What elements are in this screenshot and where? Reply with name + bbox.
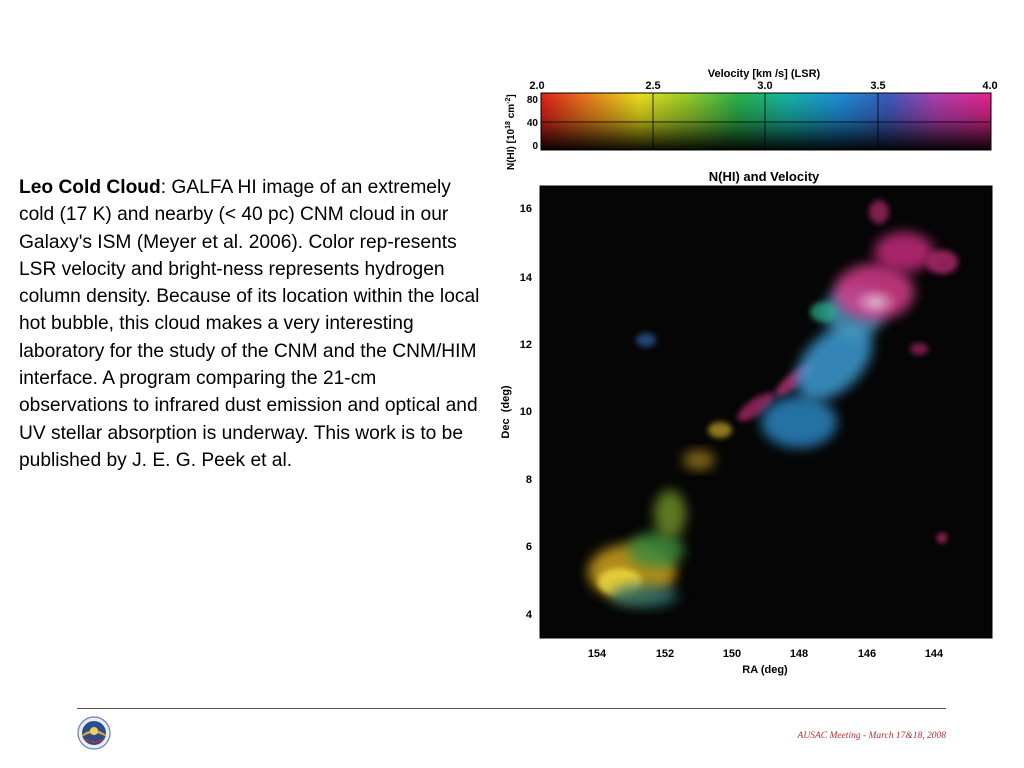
map-y-tick: 10 [520,406,532,418]
colorbar-y-ticks: 80 40 0 [527,95,539,152]
footer-divider [77,708,946,709]
colorbar-y-label-close: ] [506,94,517,97]
map-x-ticks: 154 152 150 148 146 144 [588,648,944,660]
footer-text: AUSAC Meeting - March 17&18, 2008 [797,731,946,741]
colorbar-x-ticks: 2.0 2.5 3.0 3.5 4.0 [529,80,997,92]
colorbar [540,92,992,151]
colorbar-x-tick: 3.0 [757,80,772,92]
map-frame [539,185,993,639]
colorbar-y-label-exp: 18 [505,121,512,129]
colorbar-y-tick: 40 [527,118,539,129]
map-x-tick: 150 [723,648,741,660]
leo-cold-cloud-figure: Velocity [km /s] (LSR) 2.0 2.5 3.0 3.5 4… [500,68,998,676]
figure-description: Leo Cold Cloud: GALFA HI image of an ext… [19,174,481,474]
map-y-tick: 6 [526,541,532,553]
map-y-tick: 14 [520,272,533,284]
colorbar-y-label-unit-exp: -2 [505,98,512,104]
colorbar-y-label-main: N(HI) [10 [506,128,517,170]
description-body: : GALFA HI image of an extremely cold (1… [19,177,480,471]
map-x-tick: 146 [858,648,876,660]
description-title: Leo Cold Cloud [19,177,161,198]
map-x-label: RA (deg) [742,664,788,676]
map-x-tick: 154 [588,648,607,660]
colorbar-brightness [541,93,991,150]
map-y-tick: 12 [520,339,532,351]
colorbar-title: Velocity [km /s] (LSR) [708,68,821,80]
map-y-ticks: 16 14 12 10 8 6 4 [520,203,533,621]
map-y-tick: 16 [520,203,532,215]
colorbar-y-label-unit: cm [506,104,517,121]
colorbar-y-label: N(HI) [1018 cm-2] [505,94,517,170]
colorbar-x-tick: 2.0 [529,80,544,92]
map-x-tick: 152 [656,648,674,660]
map-y-tick: 8 [526,474,532,486]
colorbar-x-tick: 2.5 [645,80,660,92]
map-title: N(HI) and Velocity [709,169,820,184]
colorbar-y-tick: 80 [527,95,539,106]
map-y-tick: 4 [526,609,533,621]
colorbar-y-tick: 0 [532,141,538,152]
observatory-seal-icon [77,716,111,750]
cloud-emission [588,200,958,608]
map-x-tick: 148 [790,648,808,660]
hi-map [539,185,993,639]
colorbar-x-tick: 4.0 [982,80,997,92]
map-x-tick: 144 [925,648,944,660]
colorbar-x-tick: 3.5 [870,80,885,92]
colorbar-frame [540,92,992,151]
map-y-label: Dec (deg) [500,385,512,439]
